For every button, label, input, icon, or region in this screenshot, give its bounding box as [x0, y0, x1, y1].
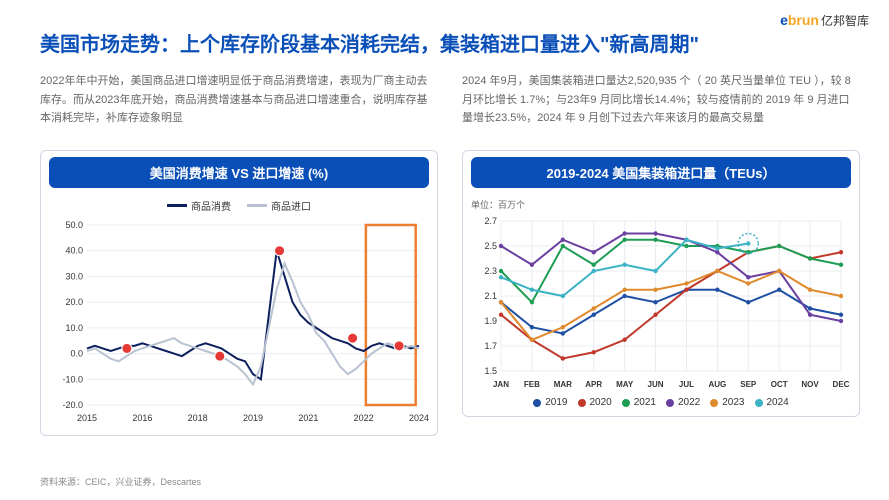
logo-cn: 亿邦智库: [821, 14, 869, 28]
legend-item: 商品进口: [247, 198, 311, 213]
svg-text:2.5: 2.5: [484, 241, 497, 251]
svg-text:2022: 2022: [354, 413, 374, 423]
svg-text:2.7: 2.7: [484, 216, 497, 226]
svg-text:-20.0: -20.0: [62, 400, 83, 410]
svg-text:10.0: 10.0: [65, 323, 83, 333]
legend-swatch: [247, 204, 267, 207]
legend-dot: [755, 399, 763, 407]
svg-text:JUL: JUL: [679, 380, 694, 389]
svg-text:DEC: DEC: [833, 380, 850, 389]
left-desc: 2022年年中开始，美国商品进口增速明显低于商品消费增速，表现为厂商主动去库存。…: [40, 72, 438, 140]
svg-text:2021: 2021: [298, 413, 318, 423]
legend-item: 2022: [666, 397, 700, 408]
svg-text:JUN: JUN: [648, 380, 664, 389]
svg-text:1.5: 1.5: [484, 366, 497, 376]
legend-item: 2021: [622, 397, 656, 408]
svg-text:20.0: 20.0: [65, 297, 83, 307]
svg-text:MAY: MAY: [616, 380, 634, 389]
svg-text:2016: 2016: [132, 413, 152, 423]
svg-text:OCT: OCT: [771, 380, 788, 389]
svg-text:AUG: AUG: [708, 380, 726, 389]
svg-text:JAN: JAN: [493, 380, 509, 389]
left-chart-box: 美国消费增速 VS 进口增速 (%) 商品消费 商品进口 -20.0 -10.0 0.…: [40, 150, 438, 436]
content-row: 2022年年中开始，美国商品进口增速明显低于商品消费增速，表现为厂商主动去库存。…: [40, 72, 849, 436]
svg-text:50.0: 50.0: [65, 220, 83, 230]
svg-text:2015: 2015: [77, 413, 97, 423]
legend-label: 2021: [634, 397, 656, 408]
page-title: 美国市场走势：上个库存阶段基本消耗完结，集装箱进口量进入"新高周期": [40, 28, 699, 57]
left-chart-body: 商品消费 商品进口 -20.0 -10.0 0.0 10.0 20.0 30.0 40.0 50…: [41, 188, 437, 435]
svg-text:1.7: 1.7: [484, 341, 497, 351]
logo-e: e: [780, 12, 788, 28]
right-chart-box: 2019-2024 美国集装箱进口量（TEUs） 单位：百万个 1.51.71.…: [462, 150, 860, 417]
svg-text:1.9: 1.9: [484, 316, 497, 326]
svg-text:2.1: 2.1: [484, 291, 497, 301]
legend-swatch: [167, 204, 187, 207]
legend-dot: [533, 399, 541, 407]
svg-text:2019: 2019: [243, 413, 263, 423]
legend-label: 2020: [590, 397, 612, 408]
right-column: 2024 年9月，美国集装箱进口量达2,520,935 个（ 20 英尺当量单位…: [462, 72, 860, 436]
svg-text:2024: 2024: [409, 413, 429, 423]
legend-item: 商品消费: [167, 198, 231, 213]
right-chart-header: 2019-2024 美国集装箱进口量（TEUs）: [471, 157, 851, 188]
left-column: 2022年年中开始，美国商品进口增速明显低于商品消费增速，表现为厂商主动去库存。…: [40, 72, 438, 436]
legend-label: 2024: [767, 397, 789, 408]
legend-label: 商品消费: [191, 198, 231, 213]
legend-item: 2023: [710, 397, 744, 408]
legend-label: 2022: [678, 397, 700, 408]
legend-dot: [578, 399, 586, 407]
source-text: 资料来源：CEIC，兴业证券，Descartes: [40, 475, 201, 488]
svg-text:30.0: 30.0: [65, 271, 83, 281]
right-chart-svg: 1.5 1.7 1.9 2.1 2.3 2.5 2.7 JAN FEB MAR APR MAY JUN J…: [471, 213, 851, 393]
svg-text:-10.0: -10.0: [62, 374, 83, 384]
svg-text:APR: APR: [585, 380, 602, 389]
svg-text:0.0: 0.0: [70, 349, 83, 359]
legend-dot: [666, 399, 674, 407]
legend-label: 2023: [722, 397, 744, 408]
left-chart-svg: -20.0 -10.0 0.0 10.0 20.0 30.0 40.0 50.0 2015 201…: [49, 217, 429, 427]
left-chart-header: 美国消费增速 VS 进口增速 (%): [49, 157, 429, 188]
right-chart-body: 单位：百万个 1.5 1.7 1.9 2.1 2.3 2.5 2.7 JAN FEB MAR APR…: [463, 188, 859, 416]
svg-text:SEP: SEP: [740, 380, 757, 389]
svg-text:40.0: 40.0: [65, 246, 83, 256]
legend-dot: [710, 399, 718, 407]
left-legend: 商品消费 商品进口: [49, 198, 429, 213]
legend-item: 2020: [578, 397, 612, 408]
legend-item: 2019: [533, 397, 567, 408]
svg-text:2018: 2018: [188, 413, 208, 423]
svg-text:MAR: MAR: [554, 380, 572, 389]
right-legend: 2019 2020 2021 2022 2023 2024: [471, 397, 851, 408]
svg-text:FEB: FEB: [524, 380, 540, 389]
legend-label: 商品进口: [271, 198, 311, 213]
legend-label: 2019: [545, 397, 567, 408]
right-unit: 单位：百万个: [471, 198, 851, 211]
svg-text:2.3: 2.3: [484, 266, 497, 276]
legend-dot: [622, 399, 630, 407]
logo-brun: brun: [788, 12, 819, 28]
right-desc: 2024 年9月，美国集装箱进口量达2,520,935 个（ 20 英尺当量单位…: [462, 72, 860, 140]
legend-item: 2024: [755, 397, 789, 408]
logo: ebrun亿邦智库: [780, 12, 869, 29]
svg-text:NOV: NOV: [801, 380, 819, 389]
